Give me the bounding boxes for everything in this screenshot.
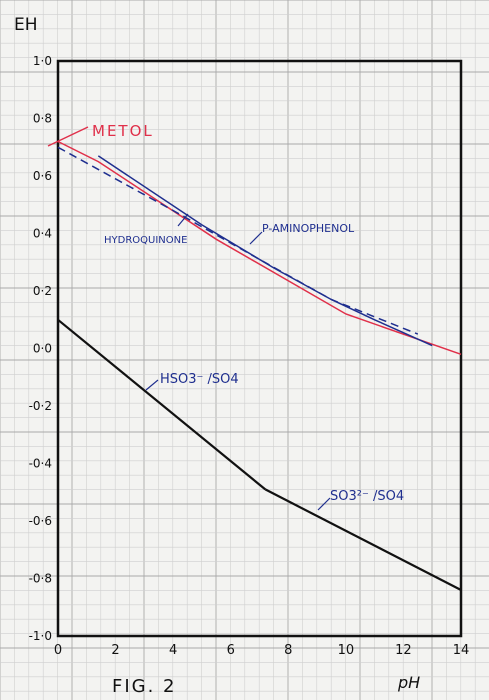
series-line-p-aminophenol (97, 155, 433, 347)
series-line-metol (57, 140, 462, 356)
so3-label: SO3²⁻ /SO4 (330, 489, 404, 504)
x-axis-label: pH (397, 673, 420, 692)
metol-label: METOL (92, 122, 154, 140)
y-tick-label: 0·8 (33, 112, 52, 126)
figure-caption: FIG. 2 (112, 676, 177, 697)
y-tick-label: -1·0 (29, 629, 52, 643)
x-tick-label: 6 (227, 643, 235, 658)
x-tick-label: 2 (111, 643, 119, 658)
p-aminophenol-pointer (249, 231, 263, 245)
x-tick-label: 8 (284, 643, 292, 658)
tick-labels: 0 2 4 6 8 10 12 14 1·0 0·8 0·6 0·4 0·2 0·0 -0·2 -0·4 -0·… (29, 54, 470, 658)
y-tick-label: 0·2 (33, 284, 52, 298)
y-tick-label: 0·4 (33, 227, 52, 241)
y-tick-label: -0·4 (29, 457, 52, 471)
series-line-hso3-so4 (57, 318, 266, 491)
y-tick-label: 0·6 (33, 169, 52, 183)
y-tick-label: -0·8 (29, 572, 52, 586)
hso3-label: HSO3⁻ /SO4 (160, 372, 239, 387)
y-axis-label: EH (14, 15, 38, 35)
so3-pointer (317, 497, 331, 511)
x-tick-label: 0 (54, 643, 62, 658)
x-tick-label: 12 (395, 643, 412, 658)
plot-frame (56, 59, 463, 638)
hydroquinone-pointer (177, 213, 189, 227)
x-tick-label: 14 (453, 643, 470, 658)
y-tick-label: 0·0 (33, 342, 52, 356)
p-aminophenol-label: P-AMINOPHENOL (262, 222, 355, 235)
series-line-so3-2-so4 (264, 488, 462, 591)
y-tick-label: -0·6 (29, 514, 52, 528)
series-line-hydroquinone (57, 146, 419, 335)
hydroquinone-label: HYDROQUINONE (104, 235, 187, 246)
y-tick-label: -0·2 (29, 399, 52, 413)
x-tick-label: 4 (169, 643, 177, 658)
hso3-pointer (145, 379, 159, 391)
series-lines (57, 140, 462, 591)
metol-pointer (47, 126, 89, 147)
y-tick-label: 1·0 (33, 54, 52, 68)
x-tick-label: 10 (338, 643, 355, 658)
